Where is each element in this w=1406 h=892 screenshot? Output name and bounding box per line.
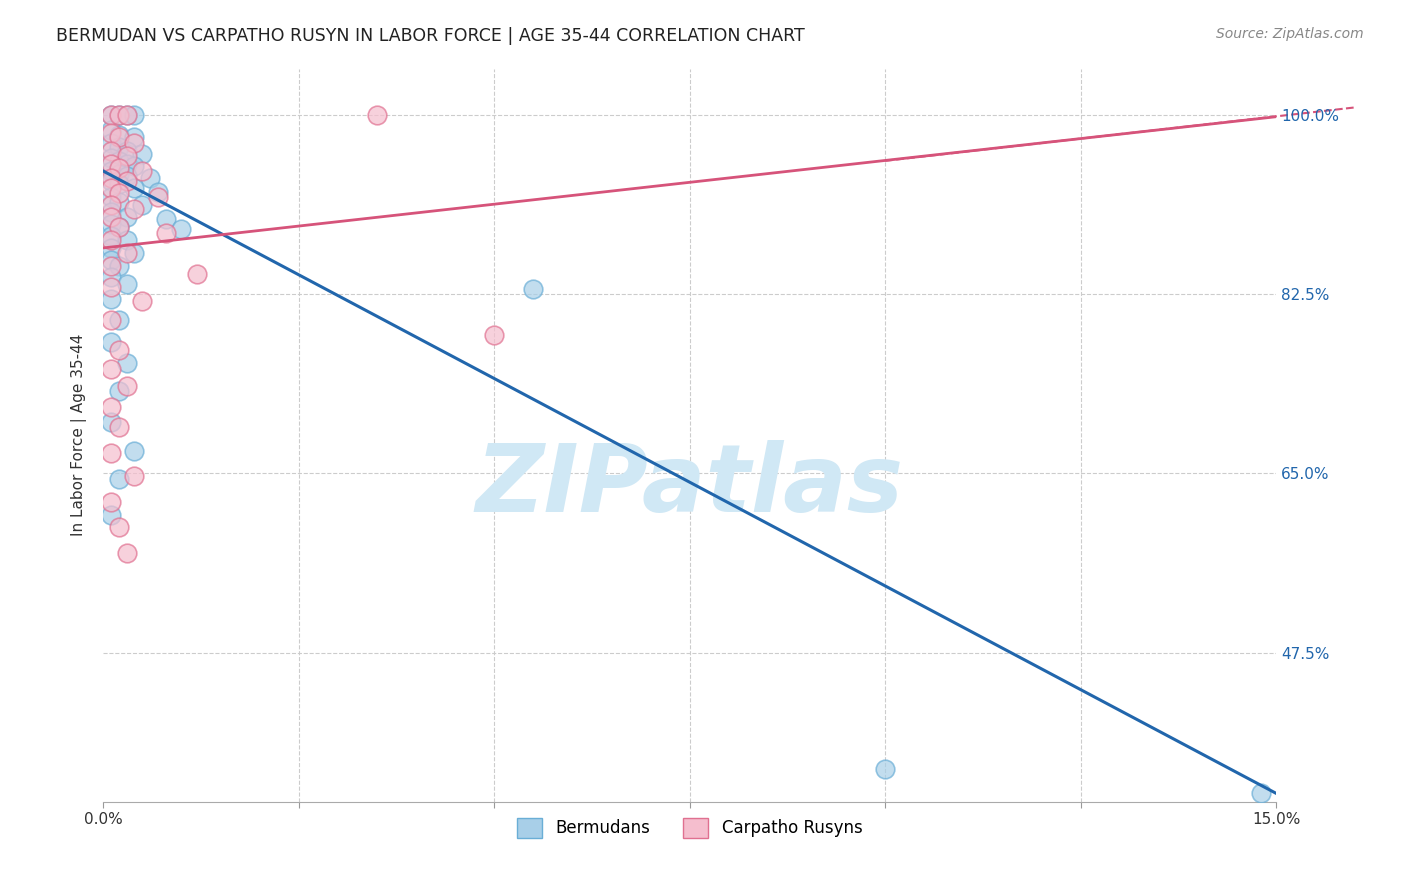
Legend: Bermudans, Carpatho Rusyns: Bermudans, Carpatho Rusyns bbox=[510, 811, 869, 845]
Point bbox=[100, 400, 122, 414]
Point bbox=[124, 246, 146, 260]
Text: BERMUDAN VS CARPATHO RUSYN IN LABOR FORCE | AGE 35-44 CORRELATION CHART: BERMUDAN VS CARPATHO RUSYN IN LABOR FORC… bbox=[56, 27, 806, 45]
Point bbox=[100, 108, 122, 122]
Point bbox=[115, 149, 138, 163]
Point bbox=[482, 328, 505, 343]
Point bbox=[115, 210, 138, 224]
Point bbox=[115, 233, 138, 247]
Point bbox=[100, 495, 122, 509]
Point bbox=[115, 356, 138, 370]
Point bbox=[108, 153, 131, 168]
Point bbox=[115, 379, 138, 393]
Point bbox=[108, 161, 131, 175]
Point bbox=[100, 241, 122, 255]
Y-axis label: In Labor Force | Age 35-44: In Labor Force | Age 35-44 bbox=[72, 334, 87, 536]
Point bbox=[366, 108, 388, 122]
Point bbox=[115, 144, 138, 158]
Point bbox=[100, 144, 122, 158]
Point bbox=[100, 151, 122, 165]
Point bbox=[131, 294, 153, 309]
Point bbox=[100, 233, 122, 247]
Point bbox=[146, 189, 169, 203]
Point bbox=[108, 130, 131, 145]
Point bbox=[100, 312, 122, 326]
Point bbox=[100, 205, 122, 219]
Point bbox=[146, 185, 169, 199]
Point bbox=[108, 384, 131, 399]
Point bbox=[100, 415, 122, 429]
Point bbox=[115, 174, 138, 188]
Point bbox=[875, 762, 897, 776]
Point bbox=[170, 222, 193, 236]
Point bbox=[108, 472, 131, 486]
Point bbox=[124, 130, 146, 145]
Point bbox=[100, 335, 122, 350]
Point bbox=[100, 292, 122, 306]
Point bbox=[155, 226, 177, 240]
Point bbox=[100, 446, 122, 460]
Point bbox=[115, 108, 138, 122]
Point bbox=[108, 220, 131, 235]
Point bbox=[131, 164, 153, 178]
Point bbox=[115, 108, 138, 122]
Text: ZIPatlas: ZIPatlas bbox=[475, 441, 904, 533]
Point bbox=[124, 136, 146, 151]
Point bbox=[124, 202, 146, 216]
Point bbox=[100, 228, 122, 243]
Point bbox=[108, 194, 131, 209]
Point bbox=[100, 508, 122, 522]
Point bbox=[115, 546, 138, 560]
Point bbox=[115, 246, 138, 260]
Point bbox=[100, 181, 122, 195]
Point bbox=[100, 126, 122, 140]
Point bbox=[108, 186, 131, 200]
Point bbox=[100, 210, 122, 224]
Point bbox=[124, 468, 146, 483]
Point bbox=[108, 108, 131, 122]
Point bbox=[124, 159, 146, 173]
Point bbox=[108, 140, 131, 154]
Point bbox=[100, 174, 122, 188]
Point bbox=[100, 108, 122, 122]
Point bbox=[100, 269, 122, 284]
Point bbox=[124, 181, 146, 195]
Point bbox=[100, 189, 122, 203]
Point bbox=[108, 220, 131, 235]
Point bbox=[124, 108, 146, 122]
Point bbox=[108, 178, 131, 192]
Point bbox=[108, 343, 131, 358]
Point bbox=[522, 282, 544, 296]
Point bbox=[100, 164, 122, 178]
Point bbox=[1250, 786, 1272, 800]
Point bbox=[100, 253, 122, 268]
Point bbox=[108, 312, 131, 326]
Point bbox=[100, 136, 122, 151]
Point bbox=[100, 260, 122, 274]
Point bbox=[100, 280, 122, 294]
Point bbox=[155, 212, 177, 227]
Text: Source: ZipAtlas.com: Source: ZipAtlas.com bbox=[1216, 27, 1364, 41]
Point bbox=[100, 198, 122, 212]
Point bbox=[124, 444, 146, 458]
Point bbox=[108, 128, 131, 143]
Point bbox=[108, 260, 131, 274]
Point bbox=[100, 362, 122, 376]
Point bbox=[108, 520, 131, 534]
Point bbox=[131, 198, 153, 212]
Point bbox=[100, 218, 122, 232]
Point bbox=[100, 171, 122, 186]
Point bbox=[108, 420, 131, 434]
Point bbox=[100, 157, 122, 171]
Point bbox=[139, 171, 162, 186]
Point bbox=[108, 167, 131, 181]
Point bbox=[115, 157, 138, 171]
Point bbox=[186, 267, 208, 281]
Point bbox=[115, 169, 138, 184]
Point bbox=[100, 123, 122, 137]
Point bbox=[108, 108, 131, 122]
Point bbox=[115, 277, 138, 291]
Point bbox=[131, 146, 153, 161]
